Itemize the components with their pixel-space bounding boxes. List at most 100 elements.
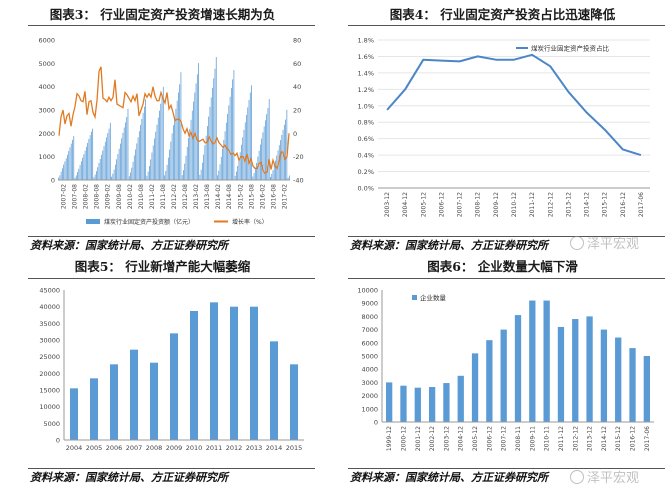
panel4-title-rule [348,25,665,26]
x-tick-label: 2002-12 [429,426,436,451]
y-axis-tick-label: 35000 [39,320,60,328]
bar [188,138,189,180]
bar [543,300,550,422]
bar [209,106,211,180]
bar [179,84,181,180]
y-axis-tick-label: 30000 [39,337,60,345]
bar [514,315,522,422]
bar [210,302,218,440]
bar [150,159,152,180]
bar [195,83,197,180]
bar [116,159,118,180]
bar [217,175,218,180]
bar [223,139,225,180]
bar [643,356,650,422]
x-tick-label: 2016-12 [620,192,627,217]
bar [268,99,270,180]
x-tick-label: 2005-12 [420,192,427,217]
bar [149,166,150,180]
bar [77,172,78,180]
y-axis-tick-label: 3000 [38,107,55,115]
watermark-text-top: 泽平宏观 [587,237,640,252]
bar [79,165,81,180]
x-tick-label: 2007-12 [457,192,464,217]
bar [288,175,290,180]
bar [529,300,536,422]
bar [242,137,244,180]
x-tick-label: 2013-02 [193,184,200,209]
y-axis-tick-label: 6000 [38,37,55,45]
y-axis-tick-label: 25000 [39,353,60,361]
y-axis-tick-label: 1.8% [357,37,374,45]
y-axis-tick-label: 7000 [361,326,378,334]
y-axis-tick-label: 0.2% [357,168,374,176]
bar [253,173,255,180]
bar [229,96,231,180]
bar [263,126,265,180]
x-tick-label: 2013-12 [587,426,594,451]
bar [113,169,115,180]
bar [170,141,172,180]
bar [132,161,134,180]
bar [63,164,65,180]
bar [181,175,183,180]
x-tick-label: 2014-12 [584,192,591,217]
legend-bar-label: 企业数量 [420,293,447,302]
x-tick-label: 2008-11 [515,426,522,451]
bar [243,129,245,180]
bar [400,385,407,422]
x-tick-label: 2012-12 [572,426,579,451]
panel4-title: 图表4： 行业固定资产投资占比迅速降低 [389,7,616,22]
bar [123,127,125,180]
bar [106,137,107,180]
y-axis-tick-label: 4000 [38,83,55,91]
bar [143,106,145,180]
bar [285,119,286,180]
panel4-source: 资料来源：国家统计局、方正证券研究所 [350,239,548,252]
x-tick-label: 2003-12 [443,426,450,451]
bar [178,92,179,180]
bar [600,329,608,422]
y-axis-tick-label: 10000 [357,287,378,295]
y-axis-tick-label: 0 [56,437,60,445]
bar [615,337,622,422]
x-tick-label: 2014-12 [601,426,608,451]
x-tick-label: 2000-12 [400,426,407,451]
bar [103,146,105,180]
bar [247,107,249,180]
bar [137,137,139,180]
y-axis-tick-label: 5000 [43,420,60,428]
bar [198,63,199,180]
x-tick-label: 2013-08 [204,184,211,209]
x-tick-label: 2004-12 [458,426,465,451]
bar [140,124,141,180]
y-axis-tick-label: 2000 [38,130,55,138]
bar [457,375,464,422]
bar [204,145,206,180]
bar [280,140,281,180]
x-tick-label: 2013-12 [565,192,572,217]
bar [126,117,128,180]
bar [122,132,124,180]
bar [118,148,120,180]
bar [161,96,163,180]
bar [184,163,186,180]
bar [287,177,289,180]
y2-axis-tick-label: 60 [293,60,301,68]
bar [78,168,80,180]
x-tick-label: 2013 [246,444,263,452]
x-tick-label: 2017-06 [644,426,651,451]
x-tick-label: 2007 [126,444,143,452]
bar [224,131,226,180]
x-tick-label: 2010-08 [138,184,145,209]
x-tick-label: 2008-12 [475,192,482,217]
x-tick-label: 2010-02 [127,184,134,209]
x-tick-label: 2012-02 [171,184,178,209]
y-axis-tick-label: 6000 [361,339,378,347]
bar [486,340,493,422]
bar [200,169,202,180]
y-axis-tick-label: 15000 [39,387,60,395]
bar [270,341,278,440]
panel6-source: 资料来源：国家统计局、方正证券研究所 [350,471,548,484]
x-tick-label: 2015-08 [248,184,255,209]
